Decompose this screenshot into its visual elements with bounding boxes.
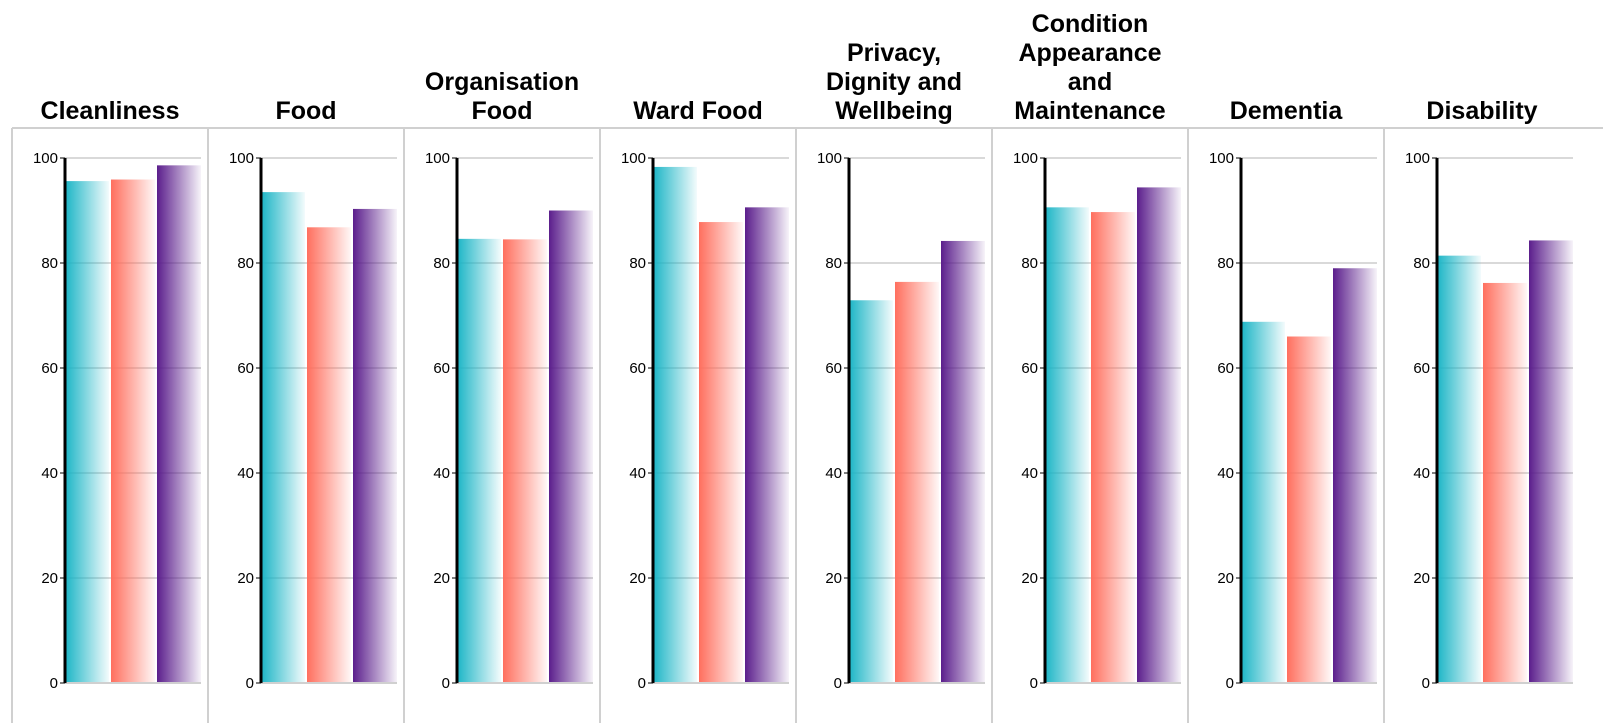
y-tick-label: 0: [638, 675, 646, 692]
y-tick-label: 0: [834, 675, 842, 692]
bar: [1287, 336, 1331, 683]
bar: [65, 181, 109, 683]
bar: [353, 208, 397, 684]
y-tick-label: 60: [237, 360, 254, 377]
bar: [261, 192, 305, 683]
y-tick-label: 60: [41, 360, 58, 377]
bar: [457, 238, 501, 683]
y-tick-label: 40: [629, 465, 646, 482]
y-tick-label: 100: [621, 150, 646, 167]
y-tick-label: 60: [1217, 360, 1234, 377]
y-tick-label: 40: [237, 465, 254, 482]
bar: [699, 222, 743, 684]
bar: [549, 210, 593, 683]
panel-title: Cleanliness: [41, 97, 180, 125]
y-tick-label: 60: [433, 360, 450, 377]
panel-title: Food: [275, 97, 336, 125]
bar: [1091, 212, 1135, 683]
y-tick-label: 80: [433, 255, 450, 272]
bar: [941, 240, 985, 683]
panel-title: and: [1068, 68, 1112, 96]
y-tick-label: 20: [41, 570, 58, 587]
bar: [1529, 240, 1573, 684]
y-tick-label: 0: [442, 675, 450, 692]
panel-title: Maintenance: [1014, 97, 1166, 125]
y-tick-label: 40: [41, 465, 58, 482]
y-tick-label: 60: [629, 360, 646, 377]
y-tick-label: 80: [237, 255, 254, 272]
bar: [1437, 255, 1481, 683]
y-tick-label: 80: [41, 255, 58, 272]
y-tick-label: 100: [425, 150, 450, 167]
panel-title: Appearance: [1018, 39, 1161, 67]
bar: [1241, 321, 1285, 683]
y-tick-label: 0: [1030, 675, 1038, 692]
panel-title: Wellbeing: [835, 97, 953, 125]
y-tick-label: 0: [1226, 675, 1234, 692]
panel-title: Food: [471, 97, 532, 125]
y-tick-label: 100: [1013, 150, 1038, 167]
y-tick-label: 100: [1209, 150, 1234, 167]
bar: [1333, 268, 1377, 683]
bar: [157, 165, 201, 684]
y-tick-label: 40: [433, 465, 450, 482]
panel-7: 0 20 40 60 80 100 Dementia: [1187, 97, 1377, 723]
y-tick-label: 40: [1021, 465, 1038, 482]
y-tick-label: 60: [1413, 360, 1430, 377]
y-tick-label: 80: [1217, 255, 1234, 272]
y-tick-label: 80: [1413, 255, 1430, 272]
y-tick-label: 0: [1422, 675, 1430, 692]
y-tick-label: 100: [1405, 150, 1430, 167]
bar: [1045, 207, 1089, 683]
panel-4: 0 20 40 60 80 100 Ward Food: [599, 97, 789, 723]
panel-8: 0 20 40 60 80 100 Disability: [1383, 97, 1573, 723]
y-tick-label: 80: [1021, 255, 1038, 272]
bar: [111, 179, 155, 683]
panel-2: 0 20 40 60 80 100 Food: [207, 97, 397, 723]
bar: [503, 239, 547, 683]
bar: [653, 166, 697, 684]
panel-title: Dementia: [1230, 97, 1344, 125]
y-tick-label: 100: [817, 150, 842, 167]
bar: [1137, 187, 1181, 683]
panel-title: Privacy,: [847, 39, 941, 67]
y-tick-label: 100: [33, 150, 58, 167]
bar: [895, 281, 939, 683]
y-tick-label: 40: [1217, 465, 1234, 482]
bar: [849, 300, 893, 683]
y-tick-label: 80: [825, 255, 842, 272]
bar: [307, 227, 351, 684]
y-tick-label: 100: [229, 150, 254, 167]
bar: [1483, 282, 1527, 683]
y-tick-label: 20: [825, 570, 842, 587]
panel-title: Organisation: [425, 68, 579, 96]
panel-title: Disability: [1426, 97, 1537, 125]
y-tick-label: 20: [1021, 570, 1038, 587]
y-tick-label: 80: [629, 255, 646, 272]
y-tick-label: 20: [1217, 570, 1234, 587]
y-tick-label: 40: [825, 465, 842, 482]
y-tick-label: 20: [629, 570, 646, 587]
y-tick-label: 60: [825, 360, 842, 377]
y-tick-label: 0: [246, 675, 254, 692]
panel-1: 0 20 40 60 80 100 Cleanliness: [11, 97, 201, 723]
y-tick-label: 20: [1413, 570, 1430, 587]
y-tick-label: 40: [1413, 465, 1430, 482]
y-tick-label: 20: [433, 570, 450, 587]
panel-title: Ward Food: [633, 97, 763, 125]
y-tick-label: 0: [50, 675, 58, 692]
panel-6: 0 20 40 60 80 100 ConditionAppearanceandMainte…: [991, 10, 1181, 723]
bar: [745, 207, 789, 683]
y-tick-label: 20: [237, 570, 254, 587]
y-tick-label: 60: [1021, 360, 1038, 377]
panel-title: Condition: [1032, 10, 1149, 38]
panel-title: Dignity and: [826, 68, 962, 96]
